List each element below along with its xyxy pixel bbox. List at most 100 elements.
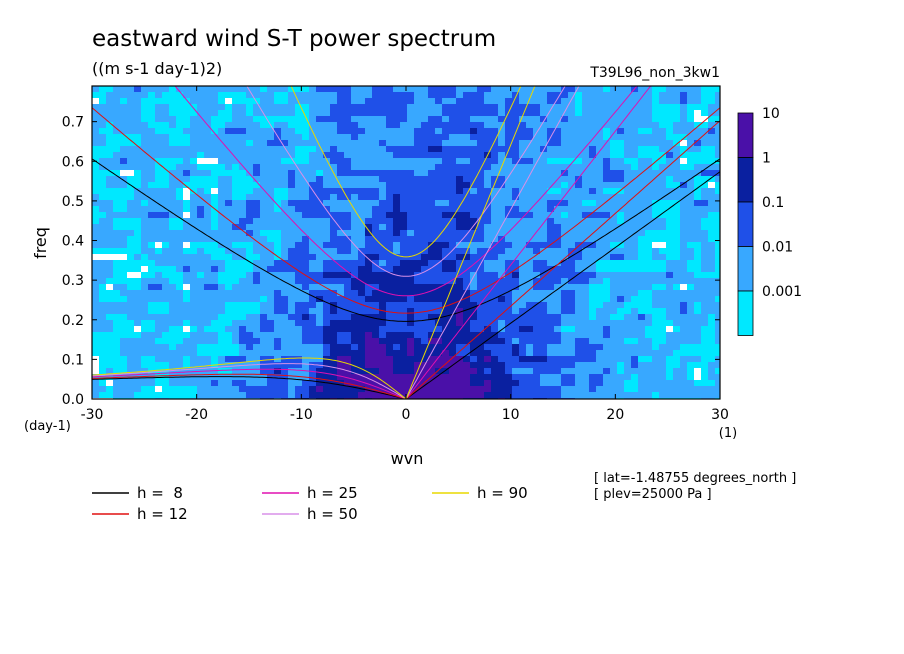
heatmap-cell: [288, 236, 296, 243]
heatmap-cell: [337, 338, 345, 345]
heatmap-cell: [505, 344, 513, 351]
heatmap-cell: [603, 194, 611, 201]
heatmap-cell: [169, 116, 177, 123]
heatmap-cell: [589, 380, 597, 387]
heatmap-cell: [99, 134, 107, 141]
heatmap-cell: [526, 392, 534, 399]
heatmap-cell: [218, 392, 226, 399]
heatmap-cell: [190, 242, 198, 249]
heatmap-cell: [176, 332, 184, 339]
heatmap-cell: [337, 260, 345, 267]
heatmap-cell: [106, 182, 114, 189]
heatmap-cell: [260, 170, 268, 177]
heatmap-cell: [302, 380, 310, 387]
heatmap-cell: [596, 266, 604, 273]
heatmap-cell: [673, 236, 681, 243]
heatmap-cell: [365, 308, 373, 315]
heatmap-cell: [309, 260, 317, 267]
heatmap-cell: [197, 290, 205, 297]
heatmap-cell: [652, 110, 660, 117]
heatmap-cell: [183, 254, 191, 261]
heatmap-cell: [421, 206, 429, 213]
heatmap-cell: [477, 152, 485, 159]
heatmap-cell: [561, 374, 569, 381]
heatmap-cell: [267, 182, 275, 189]
heatmap-cell: [274, 110, 282, 117]
heatmap-cell: [113, 206, 121, 213]
heatmap-cell: [141, 104, 149, 111]
heatmap-cell: [477, 128, 485, 135]
heatmap-cell: [246, 218, 254, 225]
heatmap-cell: [589, 272, 597, 279]
heatmap-cell: [358, 260, 366, 267]
heatmap-cell: [225, 266, 233, 273]
heatmap-cell: [99, 296, 107, 303]
heatmap-cell: [561, 206, 569, 213]
heatmap-cell: [575, 296, 583, 303]
heatmap-cell: [309, 332, 317, 339]
heatmap-cell: [295, 110, 303, 117]
heatmap-cell: [407, 176, 415, 183]
heatmap-cell: [407, 236, 415, 243]
heatmap-cell: [701, 308, 709, 315]
heatmap-cell: [302, 194, 310, 201]
heatmap-cell: [652, 374, 660, 381]
heatmap-cell: [267, 218, 275, 225]
heatmap-cell: [302, 230, 310, 237]
heatmap-cell: [582, 332, 590, 339]
heatmap-cell: [309, 362, 317, 369]
heatmap-cell: [484, 320, 492, 327]
heatmap-cell: [435, 122, 443, 129]
heatmap-cell: [582, 362, 590, 369]
heatmap-cell: [337, 320, 345, 327]
heatmap-cell: [365, 116, 373, 123]
heatmap-cell: [400, 212, 408, 219]
heatmap-cell: [512, 368, 520, 375]
heatmap-cell: [582, 248, 590, 255]
heatmap-cell: [533, 146, 541, 153]
heatmap-cell: [638, 242, 646, 249]
heatmap-cell: [470, 194, 478, 201]
heatmap-cell: [141, 350, 149, 357]
heatmap-cell: [190, 356, 198, 363]
heatmap-cell: [526, 122, 534, 129]
heatmap-cell: [694, 122, 702, 129]
heatmap-cell: [169, 134, 177, 141]
heatmap-cell: [295, 104, 303, 111]
heatmap-cell: [330, 350, 338, 357]
heatmap-cell: [316, 326, 324, 333]
heatmap-cell: [603, 356, 611, 363]
heatmap-cell: [421, 254, 429, 261]
heatmap-cell: [477, 170, 485, 177]
heatmap-cell: [204, 86, 212, 93]
heatmap-cell: [197, 104, 205, 111]
heatmap-cell: [393, 164, 401, 171]
heatmap-cell: [337, 116, 345, 123]
heatmap-cell: [106, 110, 114, 117]
heatmap-cell: [666, 164, 674, 171]
heatmap-cell: [568, 272, 576, 279]
heatmap-cell: [568, 350, 576, 357]
heatmap-cell: [498, 380, 506, 387]
heatmap-cell: [624, 218, 632, 225]
heatmap-cell: [169, 350, 177, 357]
heatmap-cell: [239, 332, 247, 339]
heatmap-cell: [680, 200, 688, 207]
heatmap-cell: [533, 326, 541, 333]
heatmap-cell: [106, 350, 114, 357]
colorbar-swatch: [737, 201, 754, 247]
heatmap-cell: [281, 206, 289, 213]
heatmap-cell: [596, 308, 604, 315]
heatmap-cell: [456, 374, 464, 381]
heatmap-cell: [561, 362, 569, 369]
heatmap-cell: [652, 200, 660, 207]
heatmap-cell: [225, 230, 233, 237]
heatmap-cell: [176, 158, 184, 165]
heatmap-cell: [302, 350, 310, 357]
heatmap-cell: [386, 194, 394, 201]
heatmap-cell: [372, 290, 380, 297]
heatmap-cell: [337, 200, 345, 207]
heatmap-cell: [589, 242, 597, 249]
heatmap-cell: [232, 392, 240, 399]
heatmap-cell: [141, 212, 149, 219]
